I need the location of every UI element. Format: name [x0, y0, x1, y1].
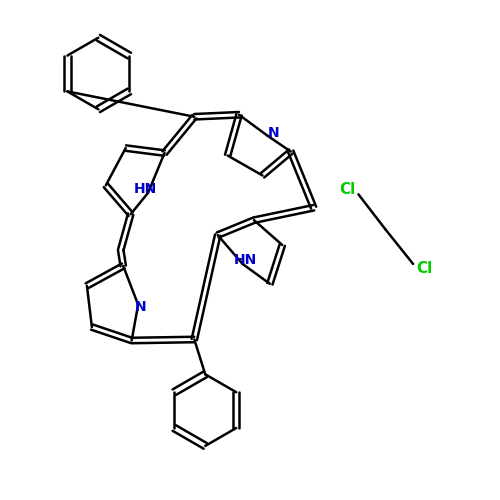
- Text: N: N: [268, 126, 279, 140]
- Text: N: N: [135, 300, 146, 314]
- Text: Cl: Cl: [340, 182, 355, 197]
- Text: HN: HN: [134, 182, 157, 196]
- Text: HN: HN: [234, 253, 256, 267]
- Text: Cl: Cl: [416, 262, 432, 276]
